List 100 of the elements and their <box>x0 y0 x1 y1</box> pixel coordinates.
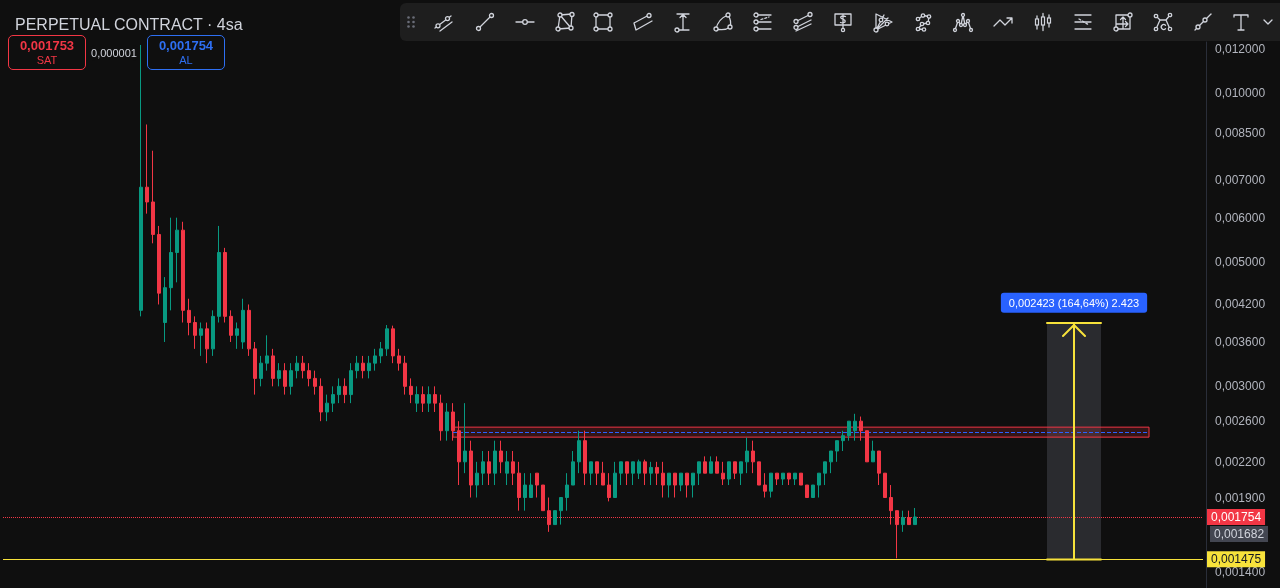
ref-line-label: 0,001754 <box>1211 509 1262 524</box>
y-tick-label: 0,004200 <box>1215 297 1266 312</box>
candlestick <box>871 440 875 463</box>
candlestick <box>331 385 335 413</box>
y-tick-label: 0,012000 <box>1215 42 1266 56</box>
candlestick <box>913 507 917 526</box>
y-tick-label: 0,010000 <box>1215 86 1266 101</box>
candlestick <box>535 472 539 499</box>
candlestick <box>337 377 341 404</box>
y-tick-label: 0,006000 <box>1215 210 1266 225</box>
candlestick <box>655 461 659 486</box>
candlestick <box>865 430 869 463</box>
annotation: SAT <box>36 52 58 67</box>
annotation: AL <box>179 52 193 67</box>
candlestick <box>505 450 509 486</box>
candlestick <box>757 461 761 486</box>
candlestick <box>499 440 503 474</box>
candlestick <box>211 309 215 357</box>
candlestick <box>469 440 473 499</box>
candlestick <box>355 355 359 379</box>
candlestick <box>577 430 581 474</box>
candlestick <box>391 325 395 364</box>
candlestick <box>397 348 401 372</box>
candlestick <box>571 450 575 486</box>
candlestick <box>529 472 533 499</box>
candlestick <box>793 472 797 486</box>
candlestick <box>553 510 557 526</box>
candlestick <box>343 377 347 404</box>
candlestick <box>253 341 257 396</box>
candlestick <box>523 472 527 512</box>
candlestick <box>697 461 701 486</box>
candlestick <box>883 472 887 499</box>
candlestick <box>829 450 833 474</box>
candlestick <box>721 461 725 486</box>
candlestick <box>583 430 587 486</box>
candlestick <box>433 385 437 413</box>
candlestick <box>661 461 665 499</box>
candlestick <box>877 450 881 486</box>
candlestick <box>487 450 491 486</box>
candlestick <box>481 450 485 486</box>
candlestick <box>667 472 671 499</box>
candlestick <box>277 362 281 387</box>
candlestick <box>649 461 653 486</box>
candlestick <box>379 341 383 364</box>
candlestick <box>157 225 161 305</box>
price-tag: 0,001682 <box>1210 526 1269 542</box>
candlestick <box>835 440 839 463</box>
candlestick <box>733 461 737 480</box>
candlestick <box>751 440 755 474</box>
candlestick <box>613 461 617 499</box>
candlestick <box>205 322 209 364</box>
candlestick <box>235 322 239 350</box>
candlestick <box>775 472 779 486</box>
candlestick <box>853 413 857 442</box>
candlestick <box>517 461 521 512</box>
candlestick <box>475 461 479 499</box>
candlestick <box>589 461 593 486</box>
y-tick-label: 0,001400 <box>1215 564 1266 579</box>
y-tick-label: 0,008500 <box>1215 125 1266 140</box>
candlestick <box>739 461 743 486</box>
candlestick <box>709 455 713 474</box>
candlestick <box>493 440 497 486</box>
candlestick <box>451 402 455 442</box>
price-box: 0,001754 AL <box>147 35 225 70</box>
candlestick <box>847 420 851 442</box>
candlestick <box>361 355 365 379</box>
candlestick <box>541 484 545 512</box>
y-tick-label: 0,002200 <box>1215 454 1266 469</box>
candlestick <box>595 461 599 486</box>
candlestick <box>439 394 443 442</box>
candlestick <box>745 437 749 474</box>
candlestick <box>685 472 689 499</box>
candlestick <box>703 455 707 474</box>
candlestick <box>187 298 191 336</box>
candlestick <box>415 385 419 413</box>
candlestick <box>619 461 623 486</box>
candlestick <box>769 472 773 499</box>
chart-title: PERPETUAL CONTRACT · 4sa <box>15 15 243 33</box>
y-tick-label: 0,007000 <box>1215 173 1266 188</box>
candlestick <box>715 455 719 474</box>
candlestick <box>691 472 695 499</box>
candlestick <box>199 322 203 357</box>
candlestick <box>781 472 785 486</box>
candlestick <box>457 420 461 486</box>
candlestick <box>607 472 611 502</box>
candlestick <box>841 430 845 452</box>
candlestick <box>295 355 299 379</box>
candlestick <box>367 355 371 379</box>
candlestick <box>799 472 803 486</box>
candlestick <box>805 484 809 499</box>
candlestick <box>283 362 287 396</box>
candlestick <box>643 459 647 486</box>
candlestick <box>817 472 821 499</box>
candlestick <box>325 394 329 422</box>
candlestick <box>307 362 311 387</box>
candlestick <box>229 309 233 343</box>
candlestick <box>403 355 407 396</box>
candlestick <box>175 217 179 283</box>
candlestick <box>151 150 155 244</box>
y-tick-label: 0,002600 <box>1215 414 1266 429</box>
